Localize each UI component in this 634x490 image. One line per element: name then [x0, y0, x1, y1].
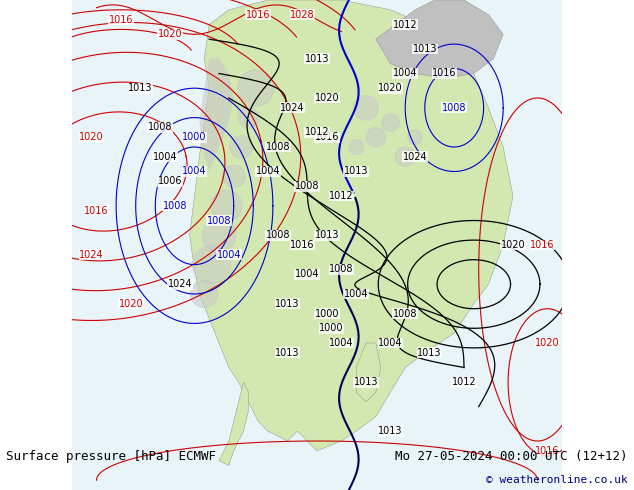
Text: 1016: 1016	[109, 15, 133, 24]
Text: 1000: 1000	[182, 132, 207, 142]
Text: 1012: 1012	[393, 20, 418, 29]
Text: 1024: 1024	[403, 152, 427, 162]
Text: 1016: 1016	[432, 69, 456, 78]
Text: 1016: 1016	[290, 240, 314, 250]
Text: 1008: 1008	[329, 265, 354, 274]
Circle shape	[210, 190, 242, 221]
Text: 1008: 1008	[266, 230, 290, 240]
Polygon shape	[219, 382, 249, 465]
Circle shape	[238, 70, 274, 106]
Polygon shape	[200, 59, 234, 172]
Text: 1013: 1013	[378, 426, 403, 436]
Text: 1013: 1013	[314, 230, 339, 240]
Text: 1004: 1004	[217, 250, 241, 260]
Text: 1012: 1012	[305, 127, 329, 137]
Text: 1008: 1008	[207, 216, 231, 225]
Text: 1013: 1013	[413, 44, 437, 54]
Circle shape	[408, 130, 422, 145]
Circle shape	[230, 136, 252, 158]
Polygon shape	[356, 343, 380, 402]
Circle shape	[202, 218, 236, 252]
Text: © weatheronline.co.uk: © weatheronline.co.uk	[486, 475, 628, 485]
Text: 1004: 1004	[295, 270, 320, 279]
Text: 1006: 1006	[158, 176, 182, 186]
Text: 1008: 1008	[163, 201, 187, 211]
Text: Surface pressure [hPa] ECMWF: Surface pressure [hPa] ECMWF	[6, 450, 216, 463]
Text: 1020: 1020	[535, 338, 560, 348]
Text: 1004: 1004	[256, 167, 280, 176]
Circle shape	[238, 107, 259, 128]
Text: 1020: 1020	[314, 93, 339, 103]
Text: 1012: 1012	[329, 191, 354, 201]
Text: 1013: 1013	[344, 167, 368, 176]
Circle shape	[193, 245, 231, 284]
Text: 1016: 1016	[246, 10, 271, 20]
Circle shape	[366, 127, 385, 147]
Text: 1013: 1013	[417, 348, 442, 358]
Text: 1016: 1016	[84, 206, 109, 216]
Circle shape	[191, 281, 217, 307]
Circle shape	[349, 140, 363, 154]
Polygon shape	[190, 0, 513, 451]
Text: 1020: 1020	[378, 83, 403, 93]
Text: 1013: 1013	[275, 299, 300, 309]
Text: 1000: 1000	[320, 323, 344, 333]
Circle shape	[354, 96, 378, 120]
Text: 1008: 1008	[442, 103, 467, 113]
Text: 1004: 1004	[393, 69, 417, 78]
Text: 1008: 1008	[266, 142, 290, 152]
Text: 1013: 1013	[275, 348, 300, 358]
Text: 1000: 1000	[314, 309, 339, 318]
Circle shape	[223, 165, 245, 188]
Text: 1012: 1012	[451, 377, 476, 387]
Text: 1013: 1013	[305, 54, 329, 64]
Text: 1024: 1024	[280, 103, 305, 113]
Text: 1020: 1020	[119, 299, 143, 309]
Circle shape	[382, 114, 399, 131]
Text: 1008: 1008	[148, 122, 172, 132]
Text: 1020: 1020	[79, 132, 104, 142]
Text: 1008: 1008	[393, 309, 417, 318]
Text: 1004: 1004	[344, 289, 368, 299]
Polygon shape	[376, 0, 503, 78]
Text: 1016: 1016	[530, 240, 555, 250]
Text: 1020: 1020	[158, 29, 183, 39]
Text: 1024: 1024	[167, 279, 192, 289]
Text: 1024: 1024	[79, 250, 104, 260]
Text: 1008: 1008	[295, 181, 320, 191]
Text: 1004: 1004	[378, 338, 403, 348]
Text: 1016: 1016	[314, 132, 339, 142]
Text: 1020: 1020	[501, 240, 526, 250]
Text: 1013: 1013	[354, 377, 378, 387]
Text: 1013: 1013	[128, 83, 153, 93]
Text: 1004: 1004	[153, 152, 178, 162]
Text: 1028: 1028	[290, 10, 314, 20]
Text: 1004: 1004	[182, 167, 207, 176]
Circle shape	[396, 147, 415, 167]
Text: Mo 27-05-2024 00:00 UTC (12+12): Mo 27-05-2024 00:00 UTC (12+12)	[395, 450, 628, 463]
Text: 1004: 1004	[329, 338, 354, 348]
Text: 1016: 1016	[535, 446, 560, 456]
